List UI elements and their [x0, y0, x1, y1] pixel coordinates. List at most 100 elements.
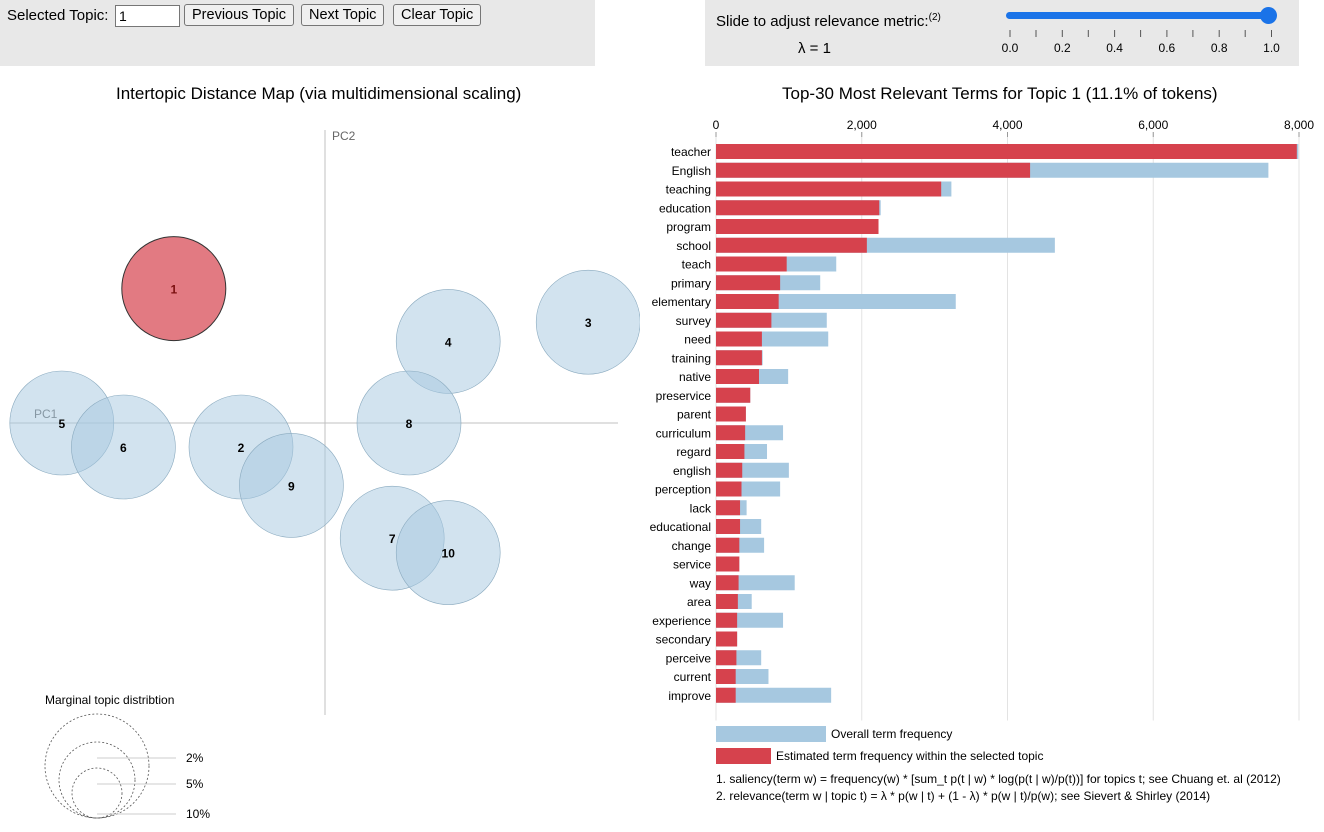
intertopic-map-title: Intertopic Distance Map (via multidimens… [116, 84, 522, 103]
topic-frequency-bar [716, 462, 743, 478]
legend-overall-label: Overall term frequency [831, 727, 952, 741]
term-label[interactable]: secondary [656, 633, 711, 647]
topic-frequency-bar [716, 181, 942, 197]
term-label[interactable]: experience [652, 614, 711, 628]
topic-frequency-bar [716, 275, 781, 291]
topic-circle-3[interactable] [535, 269, 640, 375]
marginal-legend-label: 10% [186, 807, 210, 821]
topic-circle-6[interactable] [71, 394, 176, 500]
term-label[interactable]: change [672, 539, 712, 553]
term-label[interactable]: perception [655, 483, 711, 497]
topic-circle-9[interactable] [239, 433, 344, 538]
term-label[interactable]: educational [650, 520, 711, 534]
term-label[interactable]: way [689, 576, 711, 590]
term-label[interactable]: school [676, 239, 711, 253]
topic-frequency-bar [716, 575, 739, 591]
overall-frequency-bar [716, 687, 832, 703]
x-tick-label: 0 [713, 118, 720, 132]
term-label[interactable]: native [679, 370, 711, 384]
marginal-legend-title: Marginal topic distribtion [45, 693, 174, 707]
marginal-circle [44, 713, 150, 819]
topic-circle-10[interactable] [395, 500, 501, 605]
term-label[interactable]: teacher [671, 145, 711, 159]
term-label[interactable]: training [672, 351, 711, 365]
term-label[interactable]: parent [677, 408, 712, 422]
topic-frequency-bar [716, 312, 772, 328]
topic-label-9: 9 [288, 479, 295, 493]
term-label[interactable]: curriculum [656, 426, 711, 440]
topic-circle-1[interactable] [121, 236, 227, 342]
topic-frequency-bar [716, 519, 741, 534]
term-label[interactable]: service [673, 558, 711, 572]
slider-tick-label: 0.4 [1106, 41, 1123, 55]
term-label[interactable]: program [666, 220, 711, 234]
term-label[interactable]: need [684, 333, 711, 347]
selected-topic-input[interactable] [115, 5, 180, 27]
next-topic-button[interactable]: Next Topic [301, 4, 385, 26]
topic-circle-8[interactable] [356, 370, 462, 476]
relevance-slider-track[interactable] [1006, 12, 1268, 19]
previous-topic-button[interactable]: Previous Topic [184, 4, 295, 26]
term-label[interactable]: area [687, 595, 711, 609]
slider-tick-label: 0.8 [1211, 41, 1228, 55]
term-label[interactable]: current [674, 670, 712, 684]
topic-frequency-bar [716, 387, 751, 403]
x-tick-label: 8,000 [1284, 118, 1314, 132]
term-label[interactable]: lack [690, 501, 712, 515]
term-label[interactable]: regard [676, 445, 711, 459]
selected-topic-label: Selected Topic: [7, 7, 109, 24]
topic-frequency-bar [716, 481, 742, 497]
topic-frequency-bar [716, 425, 746, 441]
term-label[interactable]: perceive [666, 651, 712, 665]
footnote-2: 2. relevance(term w | topic t) = λ * p(w… [716, 789, 1210, 803]
marginal-legend-label: 5% [186, 777, 204, 791]
footnote-1: 1. saliency(term w) = frequency(w) * [su… [716, 772, 1281, 786]
topic-frequency-bar [716, 331, 762, 347]
topic-frequency-bar [716, 612, 738, 628]
topic-frequency-bar [716, 444, 745, 459]
topic-frequency-bar [716, 219, 879, 234]
legend-topic-label: Estimated term frequency within the sele… [776, 749, 1043, 763]
lambda-value-text: λ = 1 [798, 40, 831, 57]
topic-label-8: 8 [406, 417, 413, 431]
relevance-slider-thumb[interactable] [1260, 7, 1277, 24]
legend-overall-swatch [716, 726, 826, 742]
term-label[interactable]: elementary [652, 295, 711, 309]
term-label[interactable]: primary [671, 276, 711, 290]
term-label[interactable]: teach [682, 258, 711, 272]
marginal-circle [58, 741, 136, 819]
topic-label-5: 5 [58, 417, 65, 431]
topic-frequency-bar [716, 537, 740, 553]
term-label[interactable]: English [672, 164, 711, 178]
topic-label-7: 7 [389, 532, 396, 546]
topic-control-panel [0, 0, 595, 66]
legend-topic-swatch [716, 748, 771, 764]
topic-frequency-bar [716, 556, 740, 572]
clear-topic-button[interactable]: Clear Topic [393, 4, 482, 26]
slider-label: Slide to adjust relevance metric:(2) [716, 12, 941, 30]
term-label[interactable]: preservice [656, 389, 712, 403]
term-label[interactable]: improve [668, 689, 711, 703]
topic-frequency-bar [716, 350, 762, 366]
topic-label-10: 10 [442, 547, 456, 561]
term-label[interactable]: english [673, 464, 711, 478]
topic-frequency-bar [716, 687, 736, 703]
term-label[interactable]: teaching [666, 183, 711, 197]
topic-frequency-bar [716, 594, 738, 609]
x-tick-label: 6,000 [1138, 118, 1168, 132]
topic-frequency-bar [716, 237, 867, 253]
slider-tick-label: 0.0 [1002, 41, 1019, 55]
slider-tick-label: 0.2 [1054, 41, 1071, 55]
slider-tick-label: 0.6 [1159, 41, 1176, 55]
topic-label-4: 4 [445, 335, 452, 349]
relevant-terms-title: Top-30 Most Relevant Terms for Topic 1 (… [782, 84, 1218, 103]
topic-frequency-bar [716, 144, 1297, 159]
relevance-slider-panel [705, 0, 1299, 66]
topic-label-1: 1 [170, 283, 177, 297]
topic-label-3: 3 [585, 316, 592, 330]
term-label[interactable]: education [659, 201, 711, 215]
intertopic-distance-map: PC2PC112345678910Marginal topic distribt… [9, 129, 640, 821]
topic-frequency-bar [716, 406, 746, 422]
term-label[interactable]: survey [676, 314, 711, 328]
slider-label-text: Slide to adjust relevance metric: [716, 13, 929, 30]
